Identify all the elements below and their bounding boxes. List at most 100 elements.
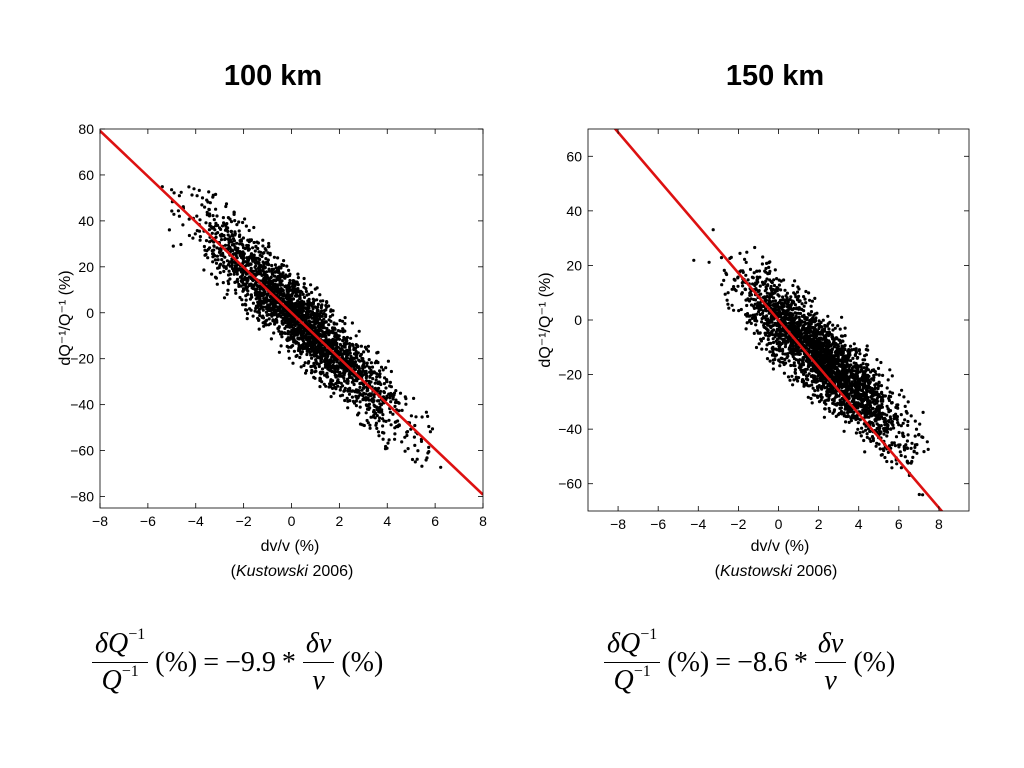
data-point (341, 319, 345, 323)
data-point (232, 272, 236, 276)
data-point (358, 422, 363, 426)
data-point (296, 276, 300, 280)
data-point (348, 351, 352, 355)
data-point (352, 401, 357, 405)
data-point (412, 396, 416, 400)
data-point (206, 200, 210, 204)
data-point (176, 209, 180, 213)
data-point (430, 427, 435, 431)
data-point (416, 449, 420, 453)
data-point (238, 242, 242, 246)
data-point (197, 188, 201, 192)
data-point (262, 324, 266, 328)
data-point (358, 354, 362, 358)
data-point (298, 314, 302, 318)
data-point (211, 260, 215, 264)
data-point (310, 368, 314, 373)
data-point (350, 360, 354, 365)
data-point (227, 239, 231, 243)
data-point (381, 424, 385, 428)
data-point (343, 368, 347, 372)
data-point (319, 354, 323, 358)
data-point (238, 295, 242, 300)
data-point (233, 280, 237, 284)
data-point (294, 287, 298, 292)
data-point (258, 268, 262, 272)
data-point (393, 437, 397, 441)
data-point (290, 328, 294, 332)
data-point (306, 314, 310, 318)
data-point (204, 252, 208, 257)
data-point (247, 228, 251, 233)
data-point (389, 369, 393, 374)
data-point (343, 316, 347, 320)
data-point (392, 393, 396, 397)
data-point (347, 392, 352, 396)
data-point (428, 430, 432, 434)
data-point (268, 253, 272, 257)
data-point (327, 323, 331, 327)
data-point (318, 322, 322, 326)
data-point (334, 358, 338, 362)
data-point (267, 269, 271, 273)
data-point (269, 275, 273, 279)
data-point (211, 252, 215, 256)
data-point (302, 285, 306, 289)
data-point (380, 410, 384, 414)
data-point (291, 344, 295, 348)
data-point (330, 369, 334, 374)
data-point (252, 287, 257, 291)
data-point (357, 329, 361, 333)
data-point (375, 375, 379, 379)
data-point (314, 369, 318, 373)
data-point (350, 395, 354, 399)
data-point (251, 259, 255, 263)
data-point (366, 393, 370, 397)
data-point (415, 457, 419, 461)
data-point (248, 297, 252, 301)
data-point (381, 437, 385, 441)
data-point (327, 385, 331, 389)
data-point (245, 276, 249, 281)
data-point (348, 371, 352, 375)
data-point (403, 449, 407, 453)
data-point (261, 238, 265, 242)
data-point (170, 188, 174, 192)
data-point (365, 389, 369, 393)
data-point (356, 413, 360, 417)
data-point (325, 300, 329, 305)
data-point (317, 325, 321, 330)
data-point (193, 232, 197, 236)
data-point (238, 250, 242, 254)
data-point (403, 435, 407, 439)
data-point (292, 334, 296, 338)
data-point (393, 404, 397, 408)
data-point (334, 386, 338, 390)
data-point (321, 312, 325, 316)
data-point (308, 322, 312, 326)
data-point (248, 283, 252, 287)
data-point (301, 308, 305, 312)
data-point (265, 262, 269, 266)
data-point (245, 308, 249, 312)
data-point (375, 426, 379, 430)
data-point (285, 264, 289, 268)
data-point (277, 270, 281, 275)
data-point (265, 276, 269, 280)
data-point (277, 287, 281, 291)
data-point (316, 350, 321, 354)
data-point (328, 361, 332, 365)
data-point (298, 293, 302, 297)
data-point (331, 326, 335, 330)
data-point (310, 356, 314, 360)
data-point (325, 305, 329, 309)
data-point (177, 194, 181, 198)
y-tick-label: 0 (86, 305, 94, 321)
data-point (348, 347, 352, 351)
data-point (221, 253, 225, 257)
data-point (413, 443, 417, 447)
data-point (295, 353, 299, 358)
data-point (427, 445, 431, 449)
data-point (323, 359, 327, 363)
data-point (349, 356, 353, 360)
